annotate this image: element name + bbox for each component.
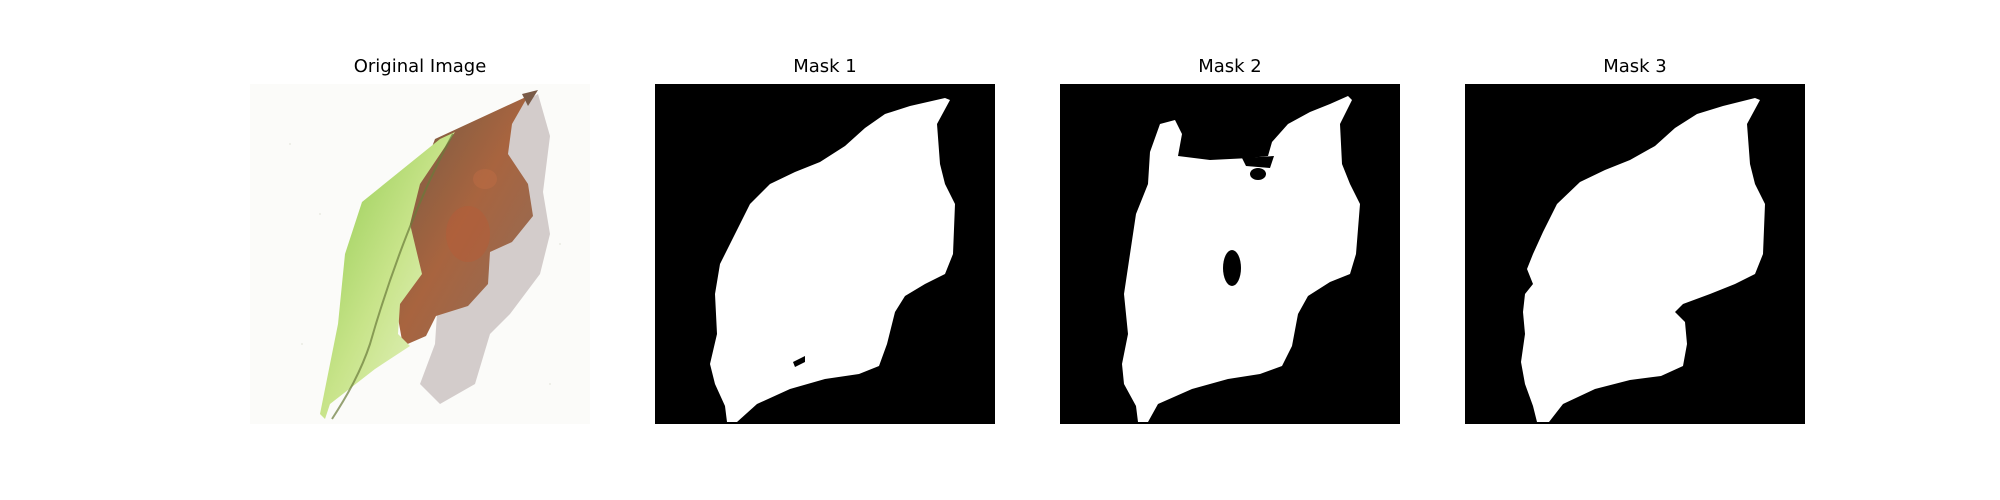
mask-1-image <box>655 84 995 424</box>
mask-3-image <box>1465 84 1805 424</box>
original-leaf-image <box>250 84 590 424</box>
mask-2-image <box>1060 84 1400 424</box>
panel-title: Mask 2 <box>1198 56 1262 77</box>
panel-title: Mask 1 <box>793 56 857 77</box>
panel-title: Mask 3 <box>1603 56 1667 77</box>
panel-title: Original Image <box>353 56 487 77</box>
